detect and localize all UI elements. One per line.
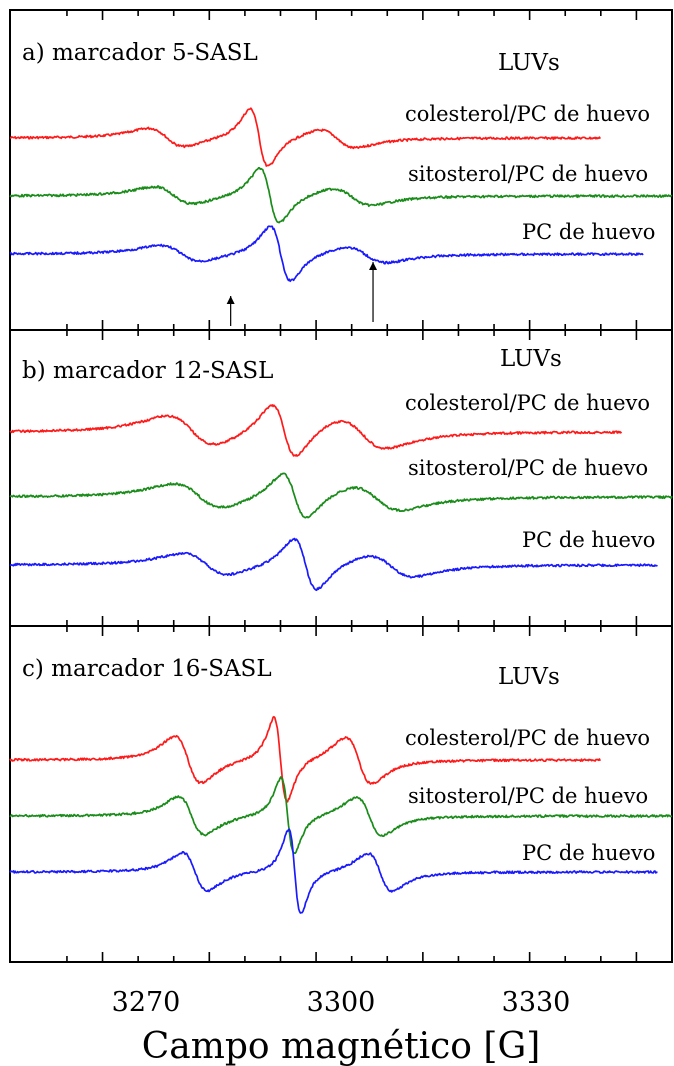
panel-a-legend-sitosterol: sitosterol/PC de huevo: [408, 162, 648, 186]
panel-b-legend-colesterol: colesterol/PC de huevo: [405, 391, 650, 415]
x-tick-label-3300: 3300: [307, 987, 376, 1018]
trace-panel-c-sitosterol: [9, 776, 673, 855]
plot-frame: [9, 9, 673, 963]
panel-a-luvs-label: LUVs: [498, 50, 560, 76]
panel-c-title: c) marcador 16-SASL: [22, 656, 272, 682]
panel-b-legend-pc: PC de huevo: [522, 528, 655, 552]
panel-a-legend-pc: PC de huevo: [522, 220, 655, 244]
panel-c-legend-colesterol: colesterol/PC de huevo: [405, 726, 650, 750]
trace-panel-a-colesterol: [9, 107, 601, 167]
trace-panel-b-pc: [9, 537, 658, 592]
panel-b-luvs-label: LUVs: [500, 346, 562, 372]
panel-b-legend-sitosterol: sitosterol/PC de huevo: [408, 456, 648, 480]
trace-panel-c-colesterol: [9, 715, 601, 803]
trace-panel-c-pc: [9, 828, 658, 914]
x-axis-title: Campo magnético [G]: [142, 1026, 541, 1066]
panel-a-legend-colesterol: colesterol/PC de huevo: [405, 102, 650, 126]
tick-marks: [66, 10, 638, 962]
traces: [9, 107, 673, 914]
arrow-head-0: [226, 296, 235, 304]
panel-b-title: b) marcador 12-SASL: [22, 358, 273, 384]
plot-border: [9, 9, 673, 963]
x-tick-label-3330: 3330: [502, 987, 571, 1018]
trace-panel-a-pc: [9, 225, 644, 283]
trace-panel-b-colesterol: [9, 404, 623, 457]
panel-c-luvs-label: LUVs: [498, 664, 560, 690]
x-tick-label-3270: 3270: [112, 987, 181, 1018]
trace-panel-a-sitosterol: [9, 166, 673, 224]
marker-arrows: [226, 262, 378, 326]
trace-panel-b-sitosterol: [9, 472, 673, 519]
panel-c-legend-sitosterol: sitosterol/PC de huevo: [408, 784, 648, 808]
panel-a-title: a) marcador 5-SASL: [22, 40, 258, 66]
arrow-head-1: [369, 262, 378, 270]
panel-c-legend-pc: PC de huevo: [522, 841, 655, 865]
